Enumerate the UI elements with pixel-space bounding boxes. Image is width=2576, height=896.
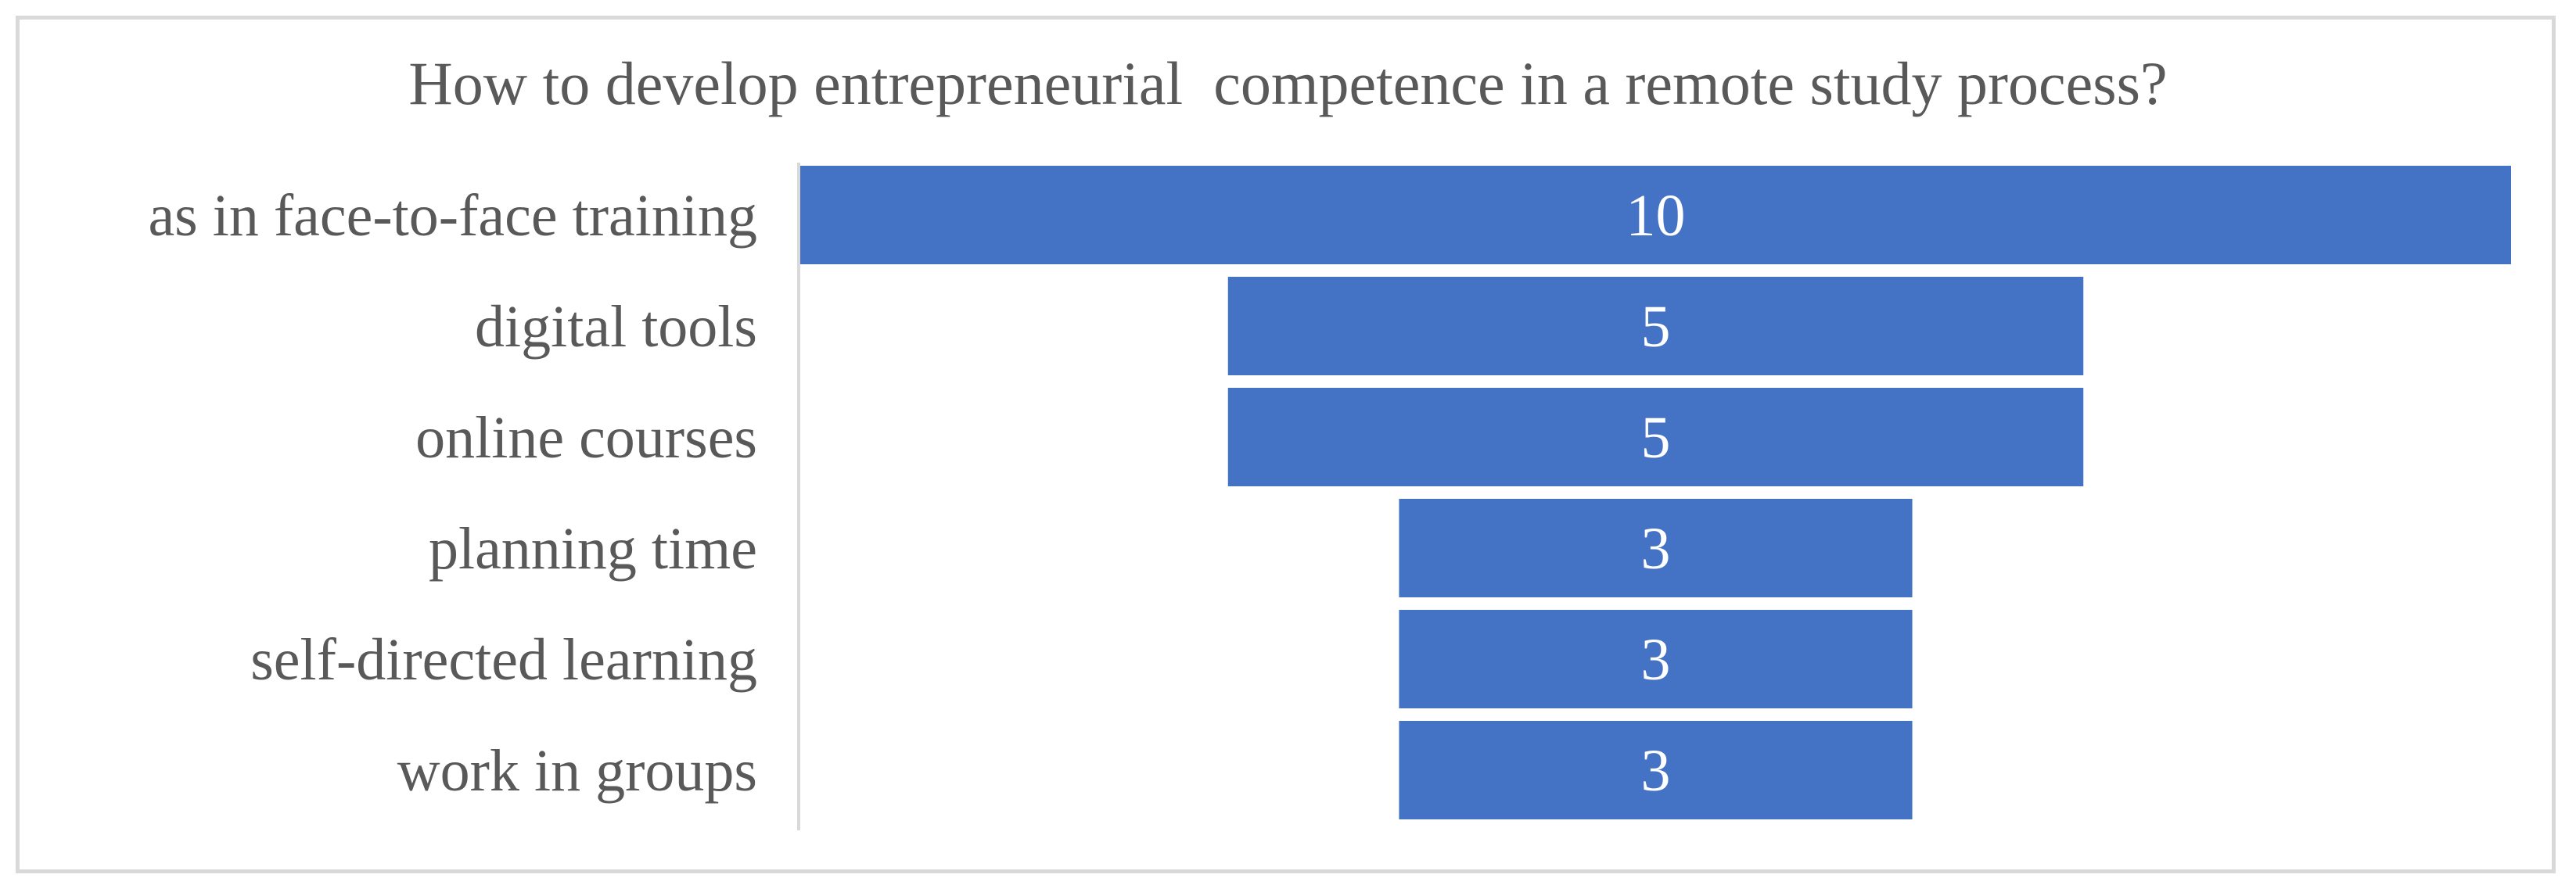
category-label-2: online courses [415,405,757,471]
bars-group: 10 5 5 3 3 3 [800,166,2511,819]
data-label-2: 5 [1641,405,1671,471]
category-labels-group: as in face-to-face training digital tools… [148,183,757,804]
category-label-5: work in groups [397,738,757,804]
data-label-1: 5 [1641,294,1671,360]
data-label-4: 3 [1641,627,1671,693]
category-label-4: self-directed learning [250,627,757,693]
data-label-5: 3 [1641,738,1671,804]
data-label-0: 10 [1626,183,1686,249]
bar-5 [1399,721,1913,819]
category-label-1: digital tools [475,294,757,360]
bar-0 [800,166,2511,264]
bar-3 [1399,499,1913,597]
bar-1 [1227,277,2084,375]
category-label-0: as in face-to-face training [148,183,757,249]
category-label-3: planning time [429,516,757,582]
bar-2 [1227,388,2084,486]
chart-title: How to develop entrepreneurial competenc… [408,49,2168,117]
data-label-3: 3 [1641,516,1671,582]
bar-4 [1399,610,1913,708]
